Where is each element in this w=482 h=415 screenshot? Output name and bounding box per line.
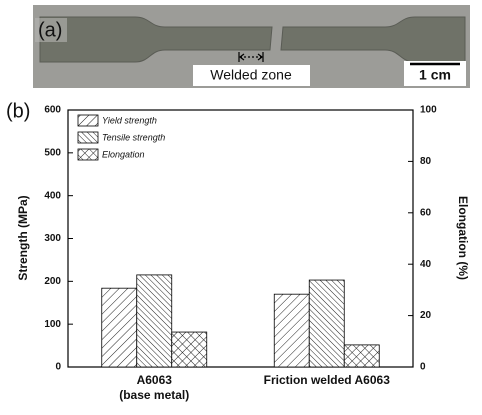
x-tick-label: (base metal)	[119, 388, 189, 402]
bar	[171, 331, 208, 368]
y-tick-label: 0	[55, 362, 61, 373]
y2-tick-label: 80	[420, 156, 432, 167]
y2-tick-label: 60	[420, 207, 432, 218]
label-box	[193, 65, 310, 86]
legend-label: Tensile strength	[102, 132, 165, 142]
y-axis-title: Strength (MPa)	[16, 195, 30, 280]
y-tick-label: 100	[44, 319, 61, 330]
y2-tick-label: 100	[420, 105, 437, 116]
bar	[101, 287, 138, 368]
panel-label: (a)	[38, 19, 62, 41]
y2-tick-label: 40	[420, 259, 432, 270]
chart-layer: 0 100 200 300 400 500 600 0 20 40 60 80 100 A6063(bas…	[44, 105, 437, 403]
photo: Welded zone 1 cm (a)	[33, 5, 470, 88]
bar	[273, 293, 310, 368]
label-box	[35, 18, 67, 42]
legend-swatch	[77, 148, 99, 161]
y-tick-label: 500	[44, 147, 61, 158]
legend-label: Yield strength	[102, 115, 157, 125]
y-tick-label: 400	[44, 190, 61, 201]
bar	[343, 344, 380, 368]
y-tick-label: 200	[44, 276, 61, 287]
y2-tick-label: 20	[420, 310, 432, 321]
welded-zone-label: Welded zone	[210, 67, 292, 83]
bar	[136, 274, 173, 368]
bar	[308, 279, 345, 368]
specimen-left	[39, 16, 273, 63]
legend-label: Elongation	[102, 149, 145, 159]
legend-swatch	[77, 131, 99, 144]
y-tick-label: 300	[44, 233, 61, 244]
y2-tick-label: 0	[420, 362, 426, 373]
y-tick-label: 600	[44, 105, 61, 116]
panel-label: (b)	[6, 100, 30, 122]
x-tick-label: Friction welded A6063	[264, 373, 391, 387]
legend-swatch	[77, 114, 99, 127]
x-tick-label: A6063	[137, 373, 173, 387]
y2-axis-title: Elongation (%)	[456, 196, 470, 280]
scale-bar-label: 1 cm	[419, 67, 451, 83]
weld-marker	[238, 52, 264, 62]
